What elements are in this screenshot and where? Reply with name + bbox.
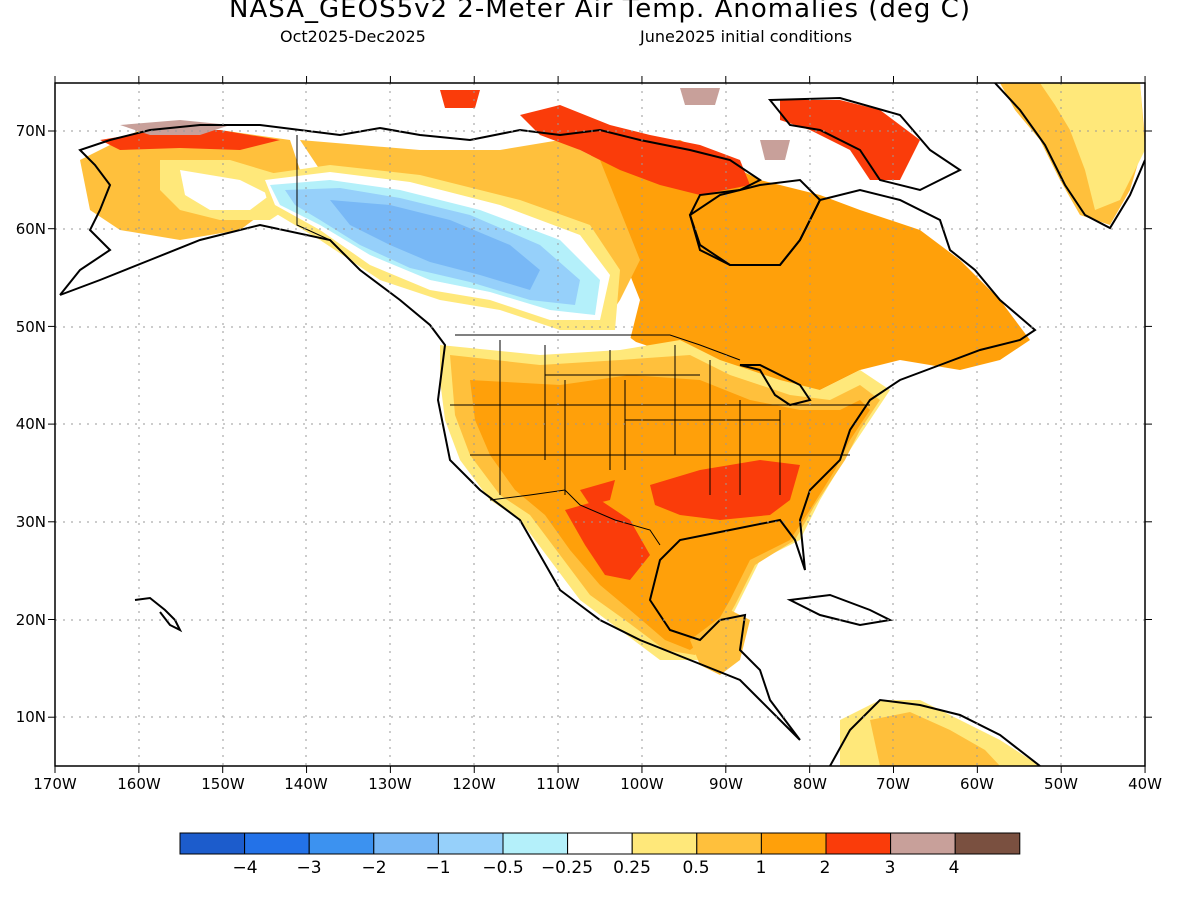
coastline-cuba: [786, 593, 894, 627]
lat-label: 70N: [16, 122, 46, 140]
anomaly-region-alaska-white: [180, 170, 270, 210]
colorbar-swatch: [502, 832, 569, 855]
anomaly-region-tan-c: [760, 140, 790, 160]
lat-label: 40N: [16, 415, 46, 433]
colorbar-swatch: [954, 832, 1021, 855]
lon-label: 120W: [452, 775, 496, 793]
colorbar-label: −3: [296, 858, 321, 878]
anomaly-region-mexico-red: [565, 500, 650, 580]
map-title: NASA_GEOS5v2 2-Meter Air Temp. Anomalies…: [229, 0, 971, 24]
gridlines: [55, 83, 1145, 766]
colorbar-swatch: [308, 832, 375, 855]
lon-label: 60W: [960, 775, 994, 793]
lon-label: 50W: [1044, 775, 1078, 793]
lon-label: 160W: [117, 775, 161, 793]
colorbar-label: −4: [232, 858, 257, 878]
coastline-greenland: [994, 83, 1145, 230]
lon-label: 40W: [1128, 775, 1162, 793]
anomaly-region-greenland-yellow: [1040, 83, 1145, 210]
colorbar-swatch: [631, 832, 698, 855]
lon-label: 140W: [284, 775, 328, 793]
colorbar-swatch: [179, 832, 246, 855]
lon-label: 90W: [709, 775, 743, 793]
colorbar-label: 3: [885, 858, 896, 878]
lat-label: 60N: [16, 220, 46, 238]
anomaly-region-southeast-red: [650, 460, 800, 520]
anomaly-region-us-orange: [470, 375, 870, 650]
colorbar-swatch: [244, 832, 310, 855]
border-state-lines-horizontal: [450, 374, 870, 456]
coastline-great-lakes: [739, 364, 812, 407]
longitude-labels: 170W 160W 150W 140W 130W 120W 110W 100W …: [33, 775, 1162, 793]
colorbar-labels: −4 −3 −2 −1 −0.5 −0.25 0.25 0.5 1 2 3 4: [232, 858, 959, 878]
colorbar-swatch: [760, 832, 827, 855]
border-state-lines-vertical: [499, 340, 781, 495]
lat-label: 30N: [16, 513, 46, 531]
anomaly-region-arctic-red-small: [440, 90, 480, 108]
anomaly-field: [80, 83, 1145, 766]
initial-conditions: June2025 initial conditions: [640, 27, 853, 46]
border-alaska-canada: [296, 135, 331, 241]
colorbar-label: 0.5: [682, 858, 709, 878]
lat-label: 20N: [16, 611, 46, 629]
forecast-period: Oct2025-Dec2025: [280, 27, 426, 46]
anomaly-region-west-canada-blue2: [330, 200, 540, 290]
lon-label: 100W: [620, 775, 664, 793]
colorbar-label: 4: [949, 858, 960, 878]
colorbar-label: −2: [361, 858, 386, 878]
coastline-hawaii: [134, 596, 183, 633]
colorbar: [179, 832, 1021, 855]
anomaly-region-south-america-lightorange: [870, 712, 1000, 766]
axis-ticks: [48, 76, 1152, 773]
colorbar-label: −0.25: [541, 858, 593, 878]
anomaly-region-texas-red: [580, 480, 615, 505]
lon-label: 80W: [793, 775, 827, 793]
political-borders: [296, 135, 870, 546]
lon-label: 130W: [368, 775, 412, 793]
colorbar-label: −0.5: [482, 858, 523, 878]
colorbar-swatch: [437, 832, 504, 855]
colorbar-swatch: [373, 832, 439, 855]
colorbar-swatch: [567, 832, 633, 855]
colorbar-label: 1: [756, 858, 767, 878]
anomaly-region-central-america-lightorange: [690, 610, 750, 675]
coastline-baffin: [767, 96, 962, 192]
anomaly-region-tan-b: [680, 88, 720, 105]
colorbar-label: 0.25: [613, 858, 651, 878]
latitude-labels: 70N 60N 50N 40N 30N 20N 10N: [16, 122, 46, 726]
colorbar-label: 2: [820, 858, 831, 878]
lon-label: 150W: [201, 775, 245, 793]
anomaly-region-baffin-red: [780, 100, 920, 180]
lon-label: 110W: [536, 775, 580, 793]
lat-label: 10N: [16, 708, 46, 726]
anomaly-region-hudson-north-red: [520, 105, 750, 195]
anomaly-region-alaska-red: [100, 130, 280, 150]
colorbar-swatch: [825, 832, 892, 855]
coastline-south-america: [829, 698, 1041, 766]
colorbar-swatch: [696, 832, 762, 855]
border-us-mexico: [489, 489, 661, 546]
colorbar-label: −1: [425, 858, 450, 878]
lon-label: 170W: [33, 775, 77, 793]
lon-label: 70W: [876, 775, 910, 793]
border-us-canada: [455, 334, 741, 361]
colorbar-swatch: [890, 832, 956, 855]
lat-label: 50N: [16, 318, 46, 336]
